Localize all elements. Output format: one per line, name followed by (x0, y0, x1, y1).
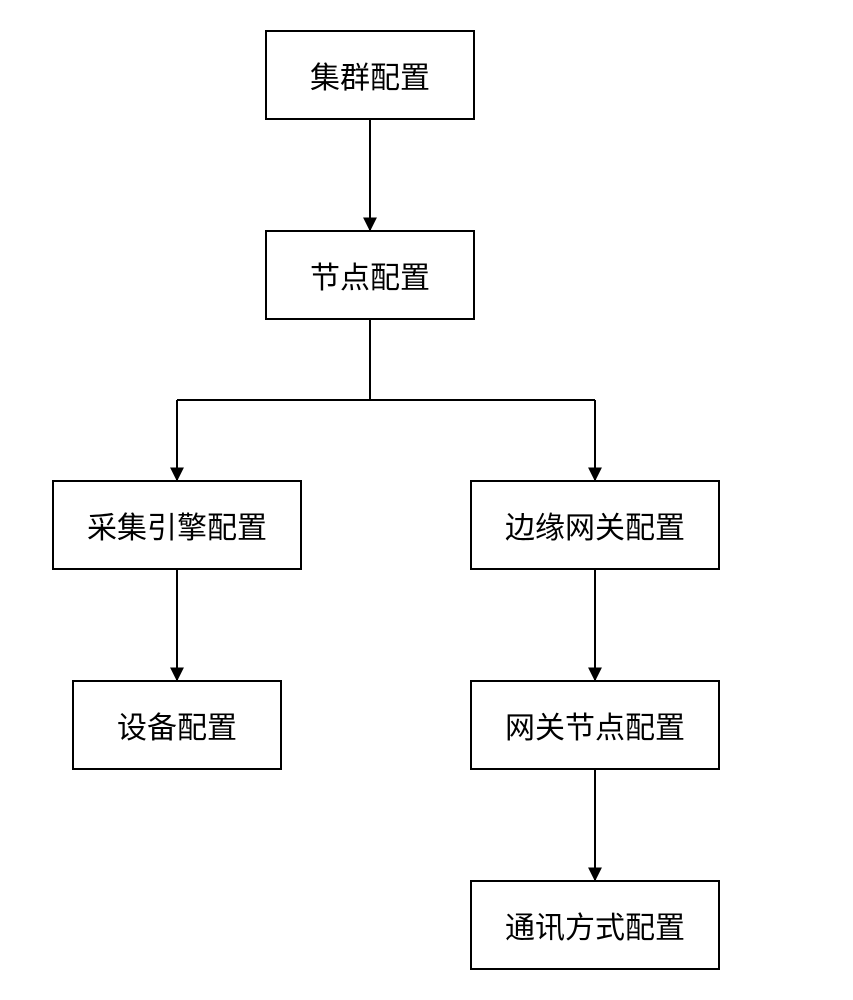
flowchart-canvas: 集群配置 节点配置 采集引擎配置 边缘网关配置 设备配置 网关节点配置 通讯方式… (0, 0, 853, 1000)
node-edge-gateway-config: 边缘网关配置 (470, 480, 720, 570)
node-device-config: 设备配置 (72, 680, 282, 770)
node-label: 通讯方式配置 (505, 903, 685, 947)
node-label: 节点配置 (310, 253, 430, 297)
node-collect-engine-config: 采集引擎配置 (52, 480, 302, 570)
node-node-config: 节点配置 (265, 230, 475, 320)
node-comm-method-config: 通讯方式配置 (470, 880, 720, 970)
node-cluster-config: 集群配置 (265, 30, 475, 120)
node-label: 集群配置 (310, 53, 430, 97)
node-label: 边缘网关配置 (505, 503, 685, 547)
node-label: 设备配置 (117, 703, 237, 747)
node-gateway-node-config: 网关节点配置 (470, 680, 720, 770)
node-label: 采集引擎配置 (87, 503, 267, 547)
node-label: 网关节点配置 (505, 703, 685, 747)
